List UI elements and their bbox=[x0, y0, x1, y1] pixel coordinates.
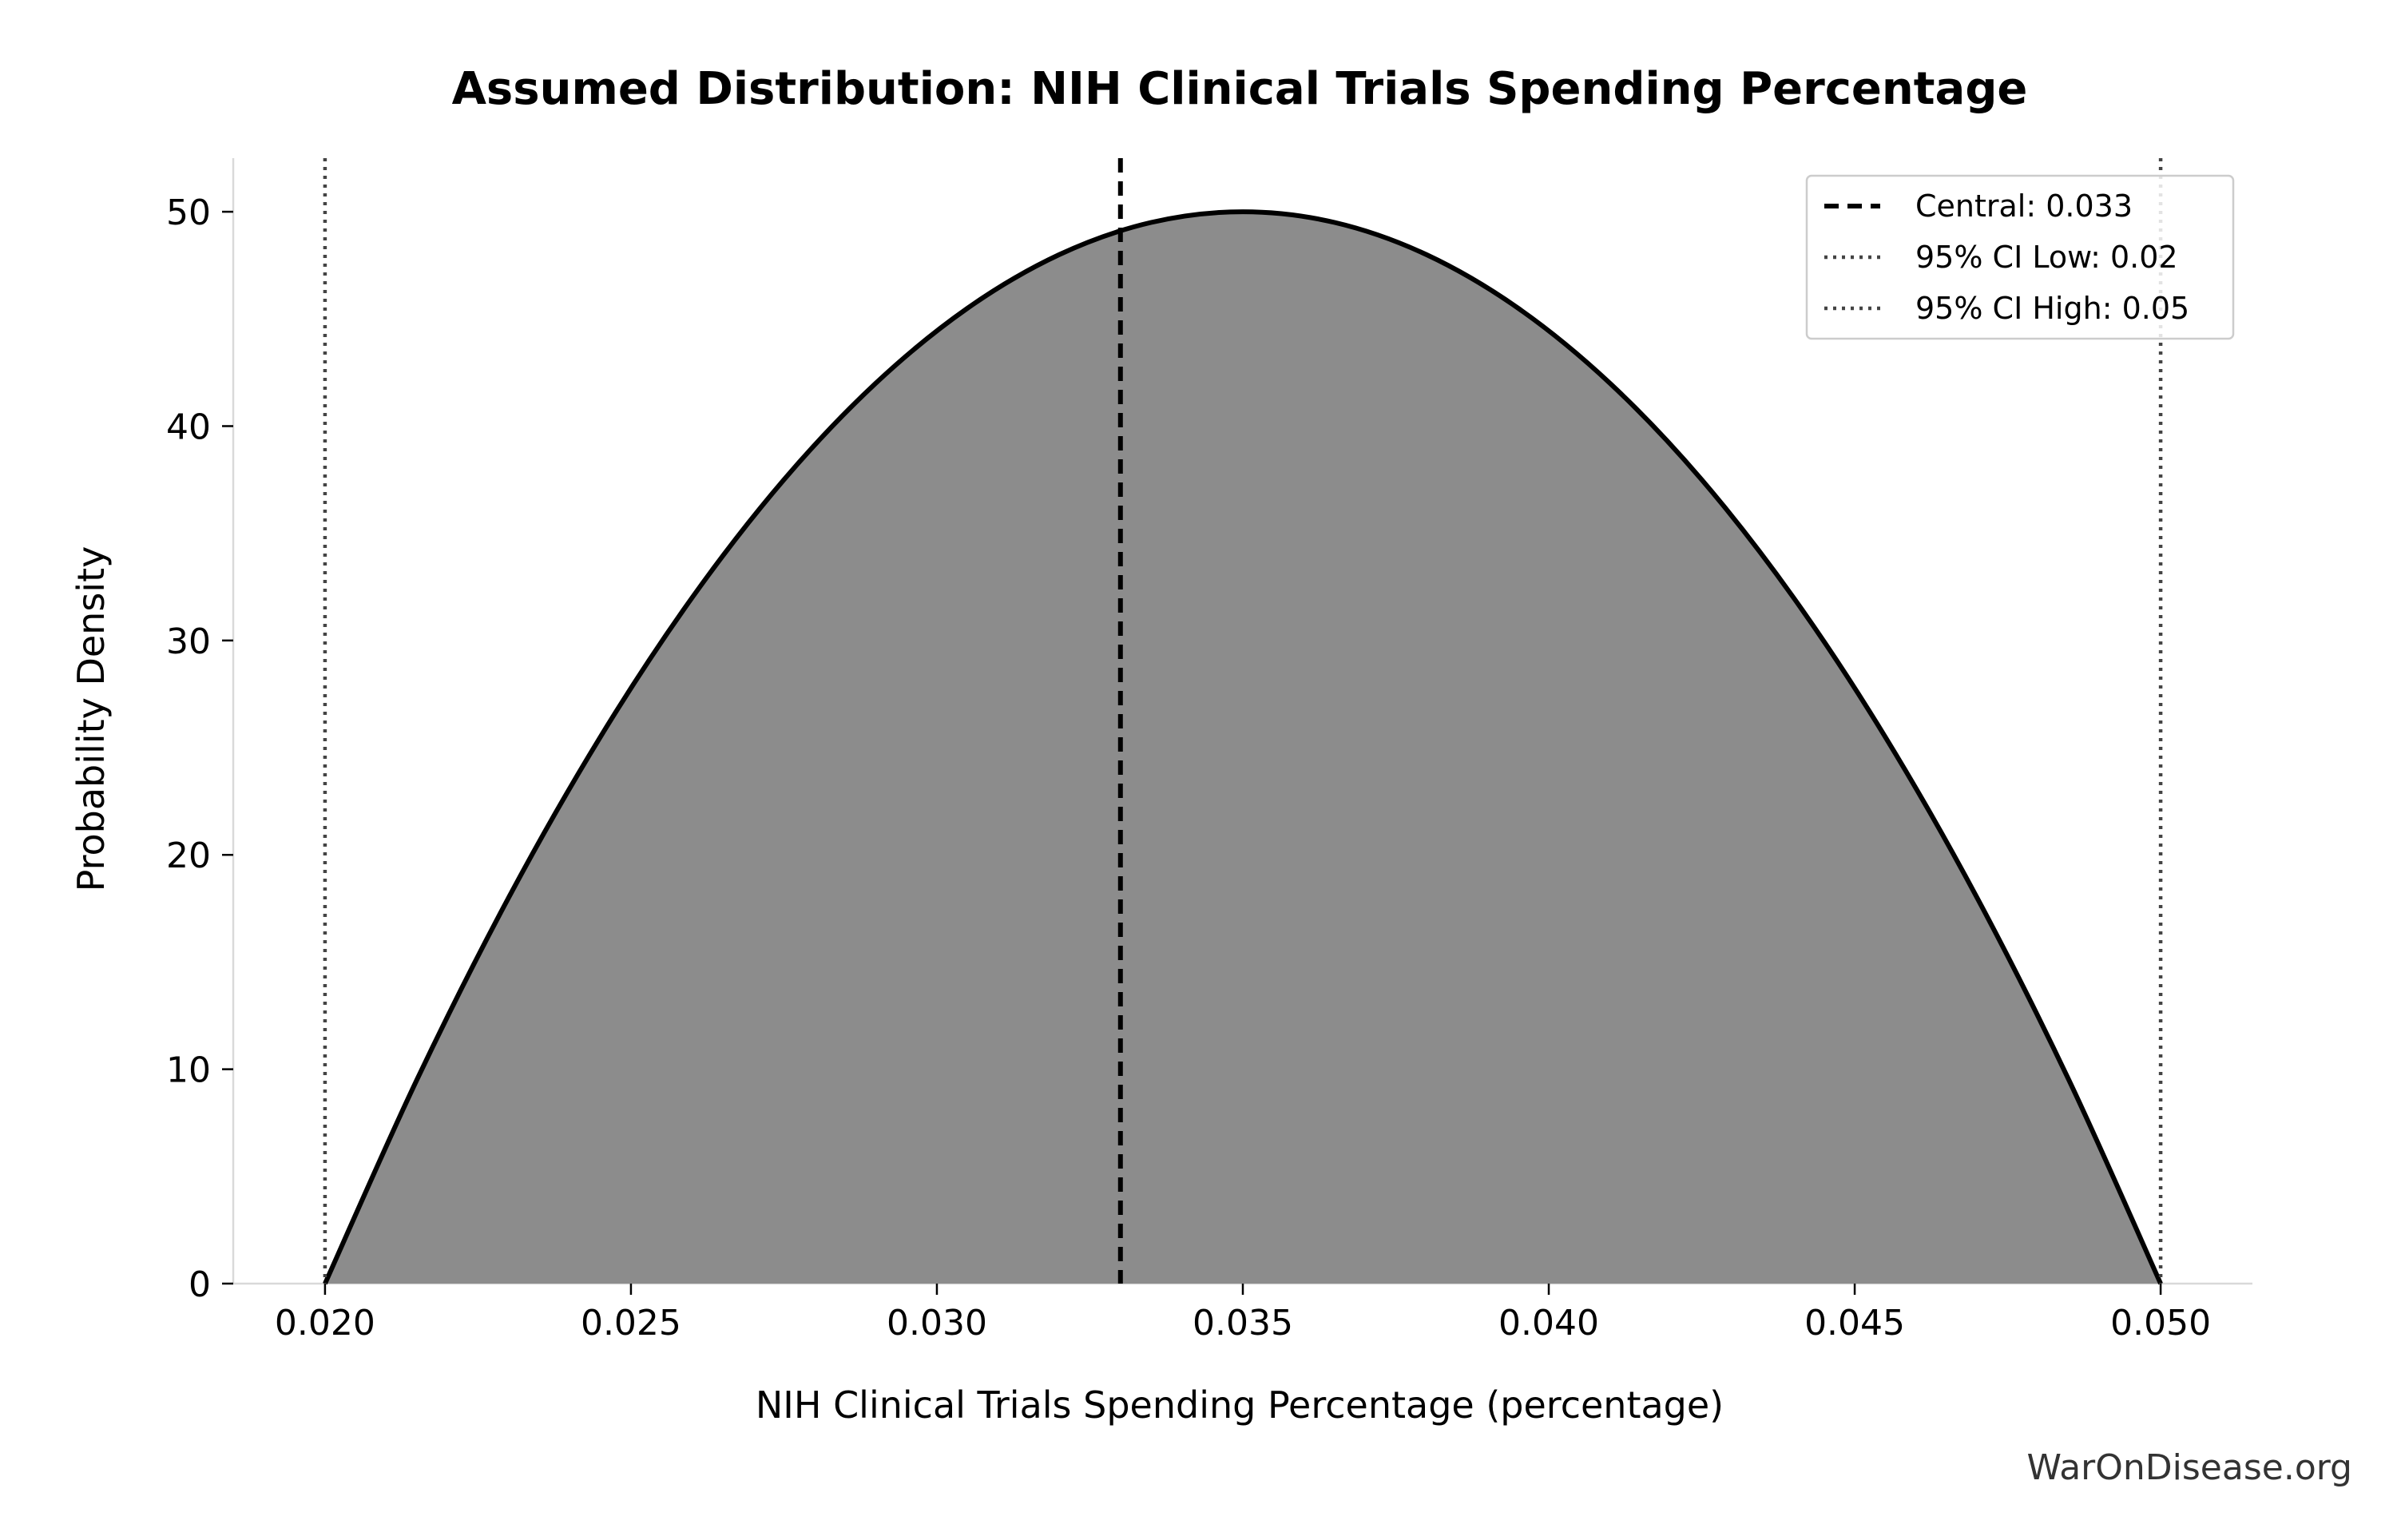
y-axis-label: Probability Density bbox=[69, 546, 113, 892]
x-tick-label: 0.040 bbox=[1498, 1303, 1599, 1344]
y-tick-label: 0 bbox=[189, 1264, 211, 1305]
legend-box bbox=[1805, 174, 2235, 340]
x-tick-label: 0.030 bbox=[887, 1303, 987, 1344]
x-tick-label: 0.020 bbox=[275, 1303, 375, 1344]
legend-label-0: Central: 0.033 bbox=[1915, 189, 2133, 224]
y-tick-label: 30 bbox=[166, 621, 211, 662]
y-tick-label: 50 bbox=[166, 192, 211, 233]
legend-label-2: 95% CI High: 0.05 bbox=[1915, 291, 2189, 326]
x-axis-label: NIH Clinical Trials Spending Percentage … bbox=[756, 1383, 1724, 1427]
x-tick-label: 0.050 bbox=[2110, 1303, 2211, 1344]
y-tick-label: 10 bbox=[166, 1050, 211, 1091]
density-curve-line bbox=[323, 209, 2163, 1285]
watermark: WarOnDisease.org bbox=[2027, 1447, 2352, 1488]
y-tick-label: 20 bbox=[166, 835, 211, 876]
density-fill-area bbox=[324, 212, 2161, 1284]
legend: Central: 0.033 95% CI Low: 0.02 95% CI Hig… bbox=[1805, 174, 2235, 340]
x-tick-label: 0.045 bbox=[1804, 1303, 1905, 1344]
chart-title: Assumed Distribution: NIH Clinical Trial… bbox=[452, 63, 2028, 115]
legend-label-1: 95% CI Low: 0.02 bbox=[1915, 240, 2178, 275]
y-tick-label: 40 bbox=[166, 407, 211, 447]
x-tick-label: 0.035 bbox=[1193, 1303, 1293, 1344]
x-tick-label: 0.025 bbox=[581, 1303, 681, 1344]
